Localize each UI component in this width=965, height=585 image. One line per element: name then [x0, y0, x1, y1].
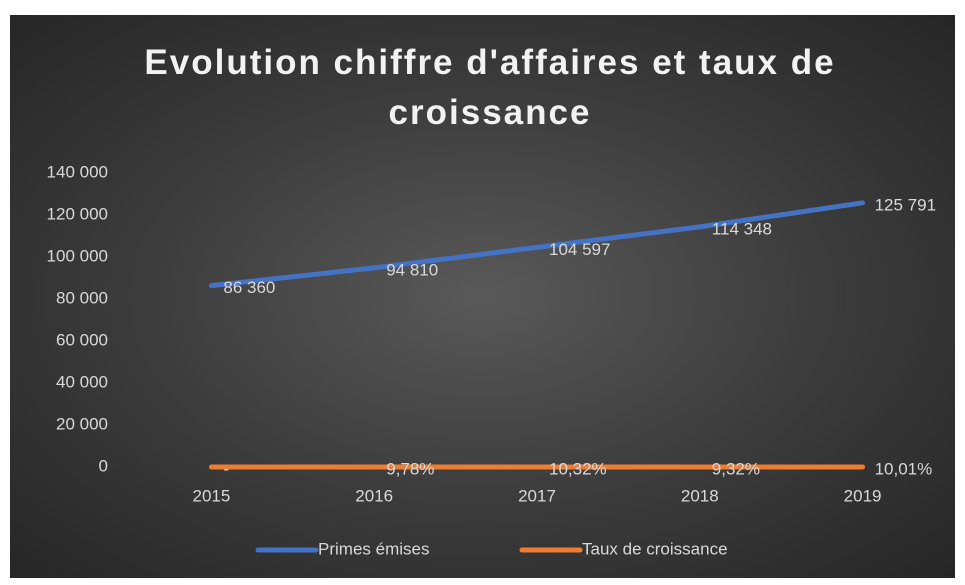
- series-line: [208, 200, 866, 289]
- y-tick-label: 140 000: [47, 162, 108, 181]
- data-label: -: [223, 459, 229, 478]
- x-tick-label: 2015: [192, 486, 230, 505]
- y-tick-label: 80 000: [56, 288, 108, 307]
- data-label: 10,01%: [875, 459, 933, 478]
- y-tick-label: 40 000: [56, 372, 108, 391]
- legend-label: Primes émises: [318, 539, 429, 558]
- x-tick-label: 2018: [681, 486, 719, 505]
- x-tick-label: 2017: [518, 486, 556, 505]
- chart-background: [10, 15, 955, 578]
- y-tick-label: 20 000: [56, 414, 108, 433]
- y-tick-label: 0: [99, 456, 108, 475]
- chart-title: Evolution chiffre d'affaires et taux de …: [144, 43, 836, 132]
- x-tick-label: 2016: [355, 486, 393, 505]
- x-tick-label: 2019: [844, 486, 882, 505]
- data-label: 94 810: [386, 260, 438, 279]
- data-label: 114 348: [712, 219, 772, 238]
- data-label: 104 597: [549, 240, 610, 259]
- legend-label: Taux de croissance: [582, 539, 728, 558]
- y-tick-label: 60 000: [56, 330, 108, 349]
- data-label: 10,32%: [549, 459, 607, 478]
- y-tick-label: 120 000: [47, 204, 108, 223]
- data-label: 86 360: [223, 278, 275, 297]
- data-label: 125 791: [875, 195, 936, 214]
- data-label: 9,78%: [386, 459, 434, 478]
- data-label: 9,32%: [712, 459, 760, 478]
- y-tick-label: 100 000: [47, 246, 108, 265]
